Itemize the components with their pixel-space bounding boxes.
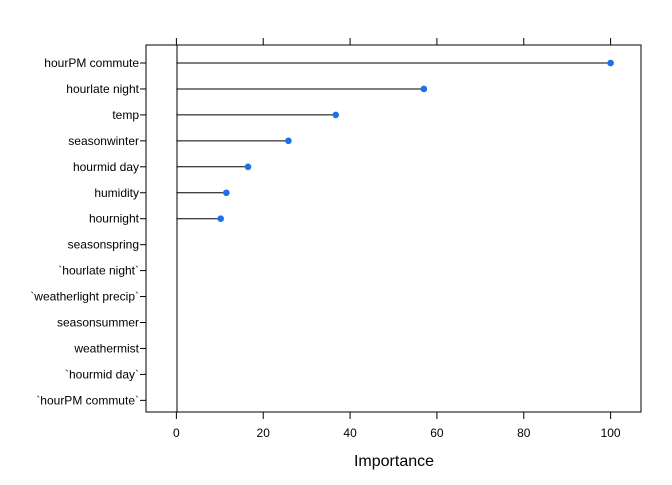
y-category-label: weathermist	[73, 341, 139, 355]
importance-point	[244, 163, 252, 171]
y-category-label: seasonsummer	[57, 316, 139, 330]
x-tick-label: 100	[601, 426, 621, 440]
y-category-label: hourmid day	[73, 160, 139, 174]
importance-point	[332, 111, 340, 119]
y-category-label: `hourPM commute`	[36, 393, 139, 407]
x-tick-label: 0	[173, 426, 180, 440]
x-tick-label: 80	[517, 426, 531, 440]
importance-point	[217, 215, 224, 222]
y-axis-labels: hourPM commute hourlate night temp seasonwi…	[30, 56, 146, 407]
x-tick-label: 40	[343, 426, 357, 440]
importance-point	[420, 85, 428, 93]
y-category-label: seasonspring	[68, 238, 139, 252]
y-category-label: hourPM commute	[44, 56, 139, 70]
y-category-label: `hourmid day`	[65, 367, 139, 381]
y-category-label: humidity	[94, 186, 139, 200]
y-category-label: `weatherlight precip`	[30, 290, 139, 304]
y-category-label: `hourlate night`	[58, 264, 139, 278]
y-category-label: seasonwinter	[68, 134, 139, 148]
plot-panel-border	[145, 44, 642, 413]
y-category-label: hournight	[89, 212, 140, 226]
y-category-label: temp	[112, 108, 139, 122]
importance-point	[607, 59, 614, 67]
x-tick-label: 60	[430, 426, 444, 440]
x-axis-ticks: 0 20 40 60 80 100	[173, 38, 621, 440]
y-category-label: hourlate night	[66, 82, 139, 96]
x-tick-label: 20	[257, 426, 271, 440]
data-marks	[176, 59, 614, 222]
x-axis-title: Importance	[354, 453, 434, 470]
importance-point	[285, 137, 292, 145]
importance-point	[223, 189, 230, 197]
